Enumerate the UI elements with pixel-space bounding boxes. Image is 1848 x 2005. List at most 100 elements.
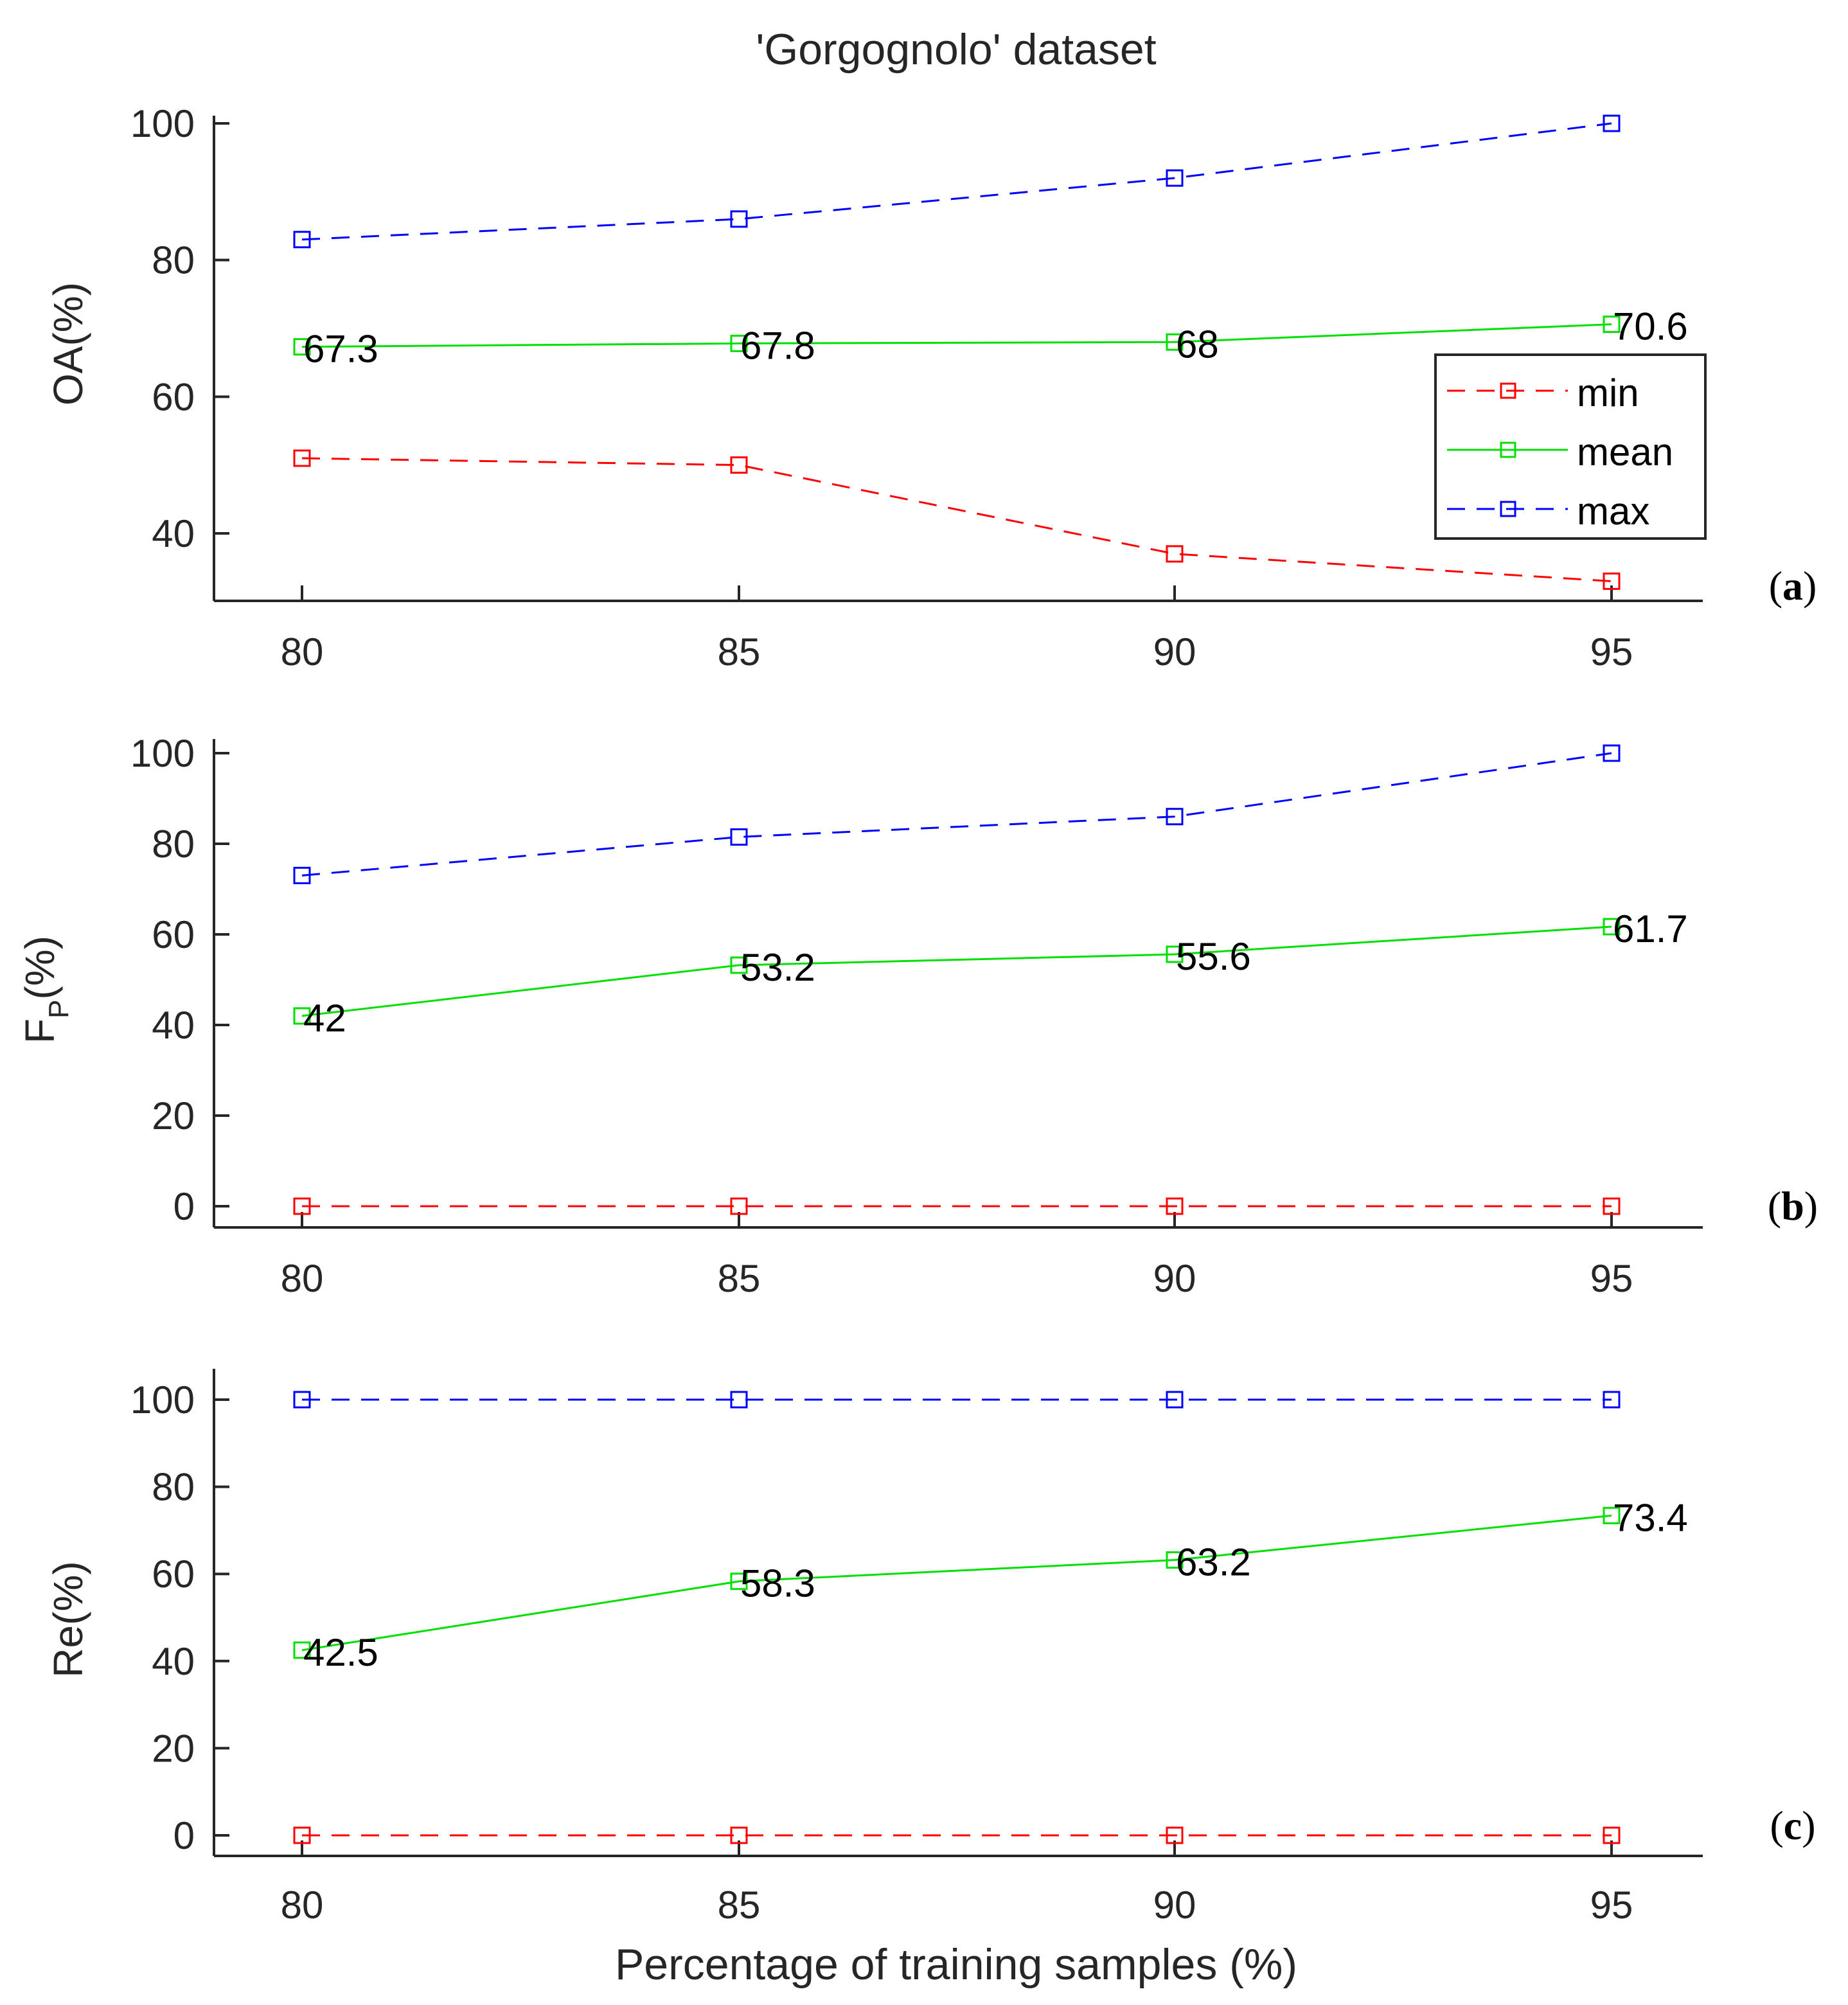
panel-c-series-min-point [730, 1826, 748, 1844]
panel-a-data-label: 67.3 [303, 328, 378, 371]
panel-c-xtick-label: 80 [281, 1884, 324, 1927]
panel-b-fp: 0 20 40 60 80 100 80 85 90 95 42 53.2 55.6 61.7 FP(%… [17, 732, 1818, 1300]
panel-b-ytick-label: 40 [152, 1004, 195, 1047]
panel-b-series-mean-point [293, 1007, 311, 1025]
legend-label-mean: mean [1577, 431, 1673, 474]
panel-b-series-mean-point [1603, 918, 1621, 936]
panel-c-ytick-label: 40 [152, 1640, 195, 1683]
panel-c-xtick-label: 85 [718, 1884, 761, 1927]
panel-a-xtick-label: 95 [1590, 630, 1633, 673]
panel-a-series-min-line [301, 457, 1612, 582]
panel-b-data-label: 53.2 [740, 946, 815, 989]
panel-b-ytick-label: 0 [173, 1185, 195, 1228]
panel-b-series-min-point [1603, 1197, 1621, 1215]
panel-a-oa: 40 60 80 100 80 85 90 95 67.3 67.8 68 70.6 OA(%) (… [45, 102, 1817, 673]
figure-title: 'Gorgognolo' dataset [756, 25, 1156, 74]
panel-c-data-label: 42.5 [303, 1631, 378, 1674]
panel-b-data-labels: 42 53.2 55.6 61.7 [303, 907, 1688, 1040]
panel-c-series-min-point [1166, 1826, 1184, 1844]
panel-b-series-max-point [730, 828, 748, 846]
panel-a-axes: 40 60 80 100 80 85 90 95 [130, 102, 1703, 673]
panel-c-ytick-label: 0 [173, 1814, 195, 1857]
panel-c-series-mean-point [730, 1573, 748, 1591]
panel-a-series-min-point [293, 449, 311, 467]
panel-b-axes: 0 20 40 60 80 100 80 85 90 95 [130, 732, 1703, 1300]
panel-c-series-mean-line [301, 1514, 1612, 1652]
panel-c-series-min-point [293, 1826, 311, 1844]
panel-b-data-label: 61.7 [1613, 907, 1688, 950]
panel-c-series-max-point [1603, 1391, 1621, 1409]
panel-b-ytick-label: 60 [152, 913, 195, 956]
panel-c-data-labels: 42.5 58.3 63.2 73.4 [303, 1496, 1688, 1674]
panel-a-ytick-label: 80 [152, 239, 195, 282]
panel-c-series-max-point [293, 1391, 311, 1409]
panel-c-series-max-point [1166, 1391, 1184, 1409]
panel-c-data-label: 73.4 [1613, 1496, 1688, 1539]
panel-b-series-mean-line [301, 925, 1612, 1017]
panel-a-series-max-line [301, 122, 1612, 241]
panel-b-tag: (b) [1768, 1183, 1818, 1229]
panel-a-series-mean-point [293, 338, 311, 356]
panel-c-series-min-point [1603, 1826, 1621, 1844]
panel-b-series-mean-point [730, 956, 748, 974]
panel-a-xtick-label: 85 [718, 630, 761, 673]
panel-b-xtick-label: 90 [1153, 1257, 1196, 1300]
panel-c-series [293, 1391, 1621, 1844]
legend-label-min: min [1577, 371, 1639, 414]
panel-a-series-mean-point [730, 334, 748, 352]
panel-b-ytick-label: 100 [130, 732, 195, 775]
panel-b-series [293, 744, 1621, 1215]
panel-a-series-max-point [293, 231, 311, 249]
panel-c-tag: (c) [1770, 1803, 1815, 1848]
panel-b-data-label: 42 [303, 997, 346, 1040]
panel-b-series-min-point [730, 1197, 748, 1215]
panel-a-series-max-point [1166, 169, 1184, 187]
legend-label-max: max [1577, 490, 1649, 533]
panel-c-ytick-label: 100 [130, 1378, 195, 1421]
panel-c-re: 0 20 40 60 80 100 80 85 90 95 42.5 58.3 63.2 73.4 Re… [45, 1369, 1816, 1927]
legend-box [1434, 353, 1707, 540]
panel-b-xtick-label: 95 [1590, 1257, 1633, 1300]
panel-a-xtick-label: 90 [1153, 630, 1196, 673]
panel-b-series-min-point [293, 1197, 311, 1215]
panel-a-data-labels: 67.3 67.8 68 70.6 [303, 305, 1688, 371]
panel-a-series-mean-line [301, 323, 1612, 348]
panel-a-data-label: 70.6 [1613, 305, 1688, 348]
panel-a-series [293, 114, 1621, 590]
panel-c-data-label: 63.2 [1176, 1541, 1251, 1584]
panel-b-data-label: 55.6 [1176, 935, 1251, 978]
panel-b-series-mean-point [1166, 945, 1184, 963]
panel-b-series-max-point [1166, 808, 1184, 826]
panel-a-xtick-label: 80 [281, 630, 324, 673]
panel-a-series-min-point [1603, 572, 1621, 590]
panel-a-ylabel: OA(%) [45, 282, 91, 405]
panel-a-series-max-point [1603, 114, 1621, 132]
panel-c-axes: 0 20 40 60 80 100 80 85 90 95 [130, 1369, 1703, 1927]
legend-item-mean: mean [1447, 431, 1673, 474]
panel-c-series-mean-point [293, 1641, 311, 1659]
x-axis-label: Percentage of training samples (%) [615, 1940, 1297, 1989]
panel-b-xtick-label: 80 [281, 1257, 324, 1300]
panel-b-series-max-line [301, 752, 1612, 877]
legend-marker-min [1500, 382, 1516, 399]
panel-a-series-min-point [730, 456, 748, 474]
panel-c-xtick-label: 90 [1153, 1884, 1196, 1927]
panel-a-series-mean-point [1166, 333, 1184, 351]
panel-c-ytick-label: 20 [152, 1727, 195, 1770]
panel-b-series-max-point [293, 866, 311, 884]
panel-b-ytick-label: 80 [152, 823, 195, 866]
panel-a-series-max-point [730, 210, 748, 228]
panel-c-xtick-label: 95 [1590, 1884, 1633, 1927]
panel-c-series-mean-point [1603, 1506, 1621, 1524]
legend-item-max: max [1447, 490, 1649, 533]
panel-b-xtick-label: 85 [718, 1257, 761, 1300]
panel-b-ytick-label: 20 [152, 1094, 195, 1137]
panel-b-ylabel: FP(%) [17, 936, 75, 1044]
panel-c-series-mean-point [1166, 1551, 1184, 1569]
legend-item-min: min [1447, 371, 1639, 414]
panel-c-ylabel: Re(%) [45, 1561, 91, 1677]
panel-b-series-min-point [1166, 1197, 1184, 1215]
panel-c-data-label: 58.3 [740, 1562, 815, 1605]
panel-a-ytick-label: 40 [152, 512, 195, 555]
